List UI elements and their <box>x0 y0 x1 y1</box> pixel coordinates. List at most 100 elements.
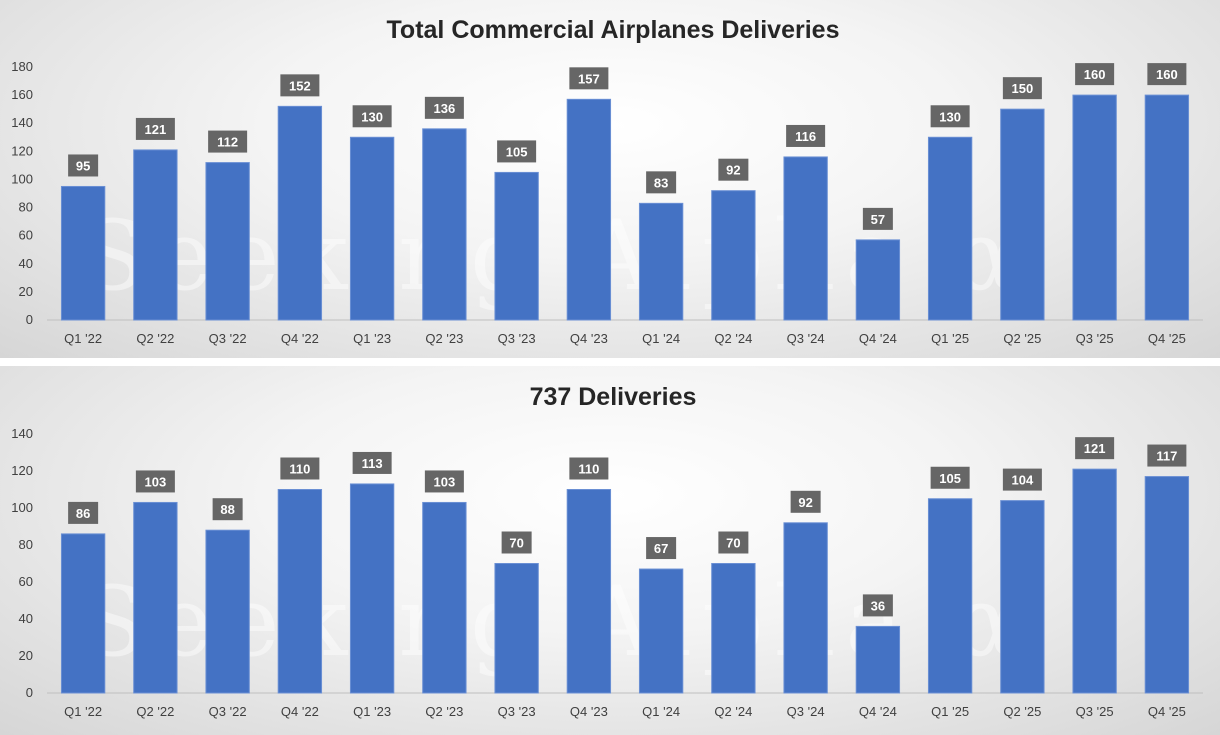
data-label: 130 <box>361 109 383 124</box>
y-tick-label: 100 <box>11 171 33 186</box>
data-label-box <box>646 537 677 560</box>
data-label: 92 <box>726 163 740 178</box>
y-tick-label: 80 <box>19 200 33 215</box>
category-label: Q2 '24 <box>714 704 752 719</box>
bar <box>711 563 756 694</box>
data-label: 157 <box>578 71 600 86</box>
y-tick-label: 180 <box>11 59 33 74</box>
data-label-box <box>208 130 248 153</box>
data-label-box <box>424 470 464 493</box>
bar <box>205 162 250 321</box>
data-label: 117 <box>1156 449 1177 464</box>
data-label: 36 <box>871 598 885 613</box>
data-label: 110 <box>578 462 599 477</box>
data-label: 105 <box>939 471 961 486</box>
bar <box>277 105 323 321</box>
y-tick-label: 60 <box>19 574 33 589</box>
y-tick-label: 140 <box>11 426 33 441</box>
data-label-box <box>569 67 609 90</box>
data-label: 113 <box>362 456 383 471</box>
data-label: 160 <box>1156 67 1178 82</box>
bar <box>783 156 828 321</box>
bar <box>855 625 901 694</box>
y-tick-label: 160 <box>11 87 33 102</box>
data-label-box <box>786 124 826 147</box>
data-label-box <box>718 158 749 181</box>
data-label-box <box>790 490 821 513</box>
category-label: Q2 '23 <box>425 331 463 346</box>
bar <box>1000 108 1045 321</box>
bar <box>927 498 973 694</box>
chart-title: Total Commercial Airplanes Deliveries <box>387 16 840 44</box>
category-label: Q2 '25 <box>1003 331 1041 346</box>
data-label: 105 <box>506 144 528 159</box>
bar <box>422 501 467 694</box>
data-label: 67 <box>654 541 668 556</box>
bar <box>60 533 106 694</box>
bar <box>711 190 756 321</box>
category-label: Q1 '24 <box>642 704 680 719</box>
data-label-box <box>135 117 175 140</box>
y-tick-label: 40 <box>19 611 33 626</box>
y-tick-label: 120 <box>11 463 33 478</box>
category-label: Q3 '23 <box>498 704 536 719</box>
data-label: 103 <box>145 474 167 489</box>
bar <box>277 489 323 694</box>
category-label: Q1 '22 <box>64 704 102 719</box>
data-label: 70 <box>726 536 740 551</box>
data-label-box <box>68 501 99 524</box>
category-label: Q3 '22 <box>209 331 247 346</box>
category-label: Q3 '23 <box>498 331 536 346</box>
data-label-box <box>1002 468 1042 491</box>
total-deliveries-chart-panel: Seeking Alpha α Total Commercial Airplan… <box>0 0 1220 358</box>
bar <box>349 136 395 321</box>
bar <box>494 171 539 321</box>
y-tick-label: 20 <box>19 284 33 299</box>
data-label: 112 <box>217 135 238 150</box>
data-label-box <box>718 531 749 554</box>
data-label: 95 <box>76 158 90 173</box>
y-tick-label: 20 <box>19 648 33 663</box>
data-label-box <box>497 140 537 163</box>
category-label: Q1 '25 <box>931 331 969 346</box>
data-label-box <box>1075 437 1115 460</box>
data-label-box <box>862 207 893 230</box>
category-label: Q4 '24 <box>859 331 897 346</box>
data-label-box <box>68 154 99 177</box>
data-label: 57 <box>871 212 885 227</box>
data-label-box <box>1147 63 1187 86</box>
y-tick-label: 100 <box>11 500 33 515</box>
bar <box>349 483 395 694</box>
category-label: Q4 '22 <box>281 704 319 719</box>
data-label-box <box>424 96 464 119</box>
category-label: Q3 '24 <box>787 331 825 346</box>
data-label-box <box>930 466 970 489</box>
category-label: Q4 '22 <box>281 331 319 346</box>
data-label-box <box>280 74 320 97</box>
bar <box>1144 476 1190 694</box>
data-label: 92 <box>798 495 812 510</box>
bar <box>133 149 178 321</box>
data-label: 88 <box>220 502 234 517</box>
bar <box>422 128 467 321</box>
y-tick-label: 0 <box>26 685 33 700</box>
data-label: 121 <box>145 122 167 137</box>
category-label: Q1 '23 <box>353 704 391 719</box>
data-label-box <box>1002 77 1042 100</box>
total-deliveries-chart: Total Commercial Airplanes Deliveries 0 20… <box>11 16 1203 346</box>
chart-title: 737 Deliveries <box>530 383 697 411</box>
bar <box>566 489 612 694</box>
category-label: Q3 '25 <box>1076 704 1114 719</box>
bar <box>494 563 539 694</box>
data-label: 86 <box>76 506 90 521</box>
bar <box>1144 94 1190 321</box>
data-label: 152 <box>289 78 311 93</box>
bar <box>205 529 250 694</box>
737-deliveries-chart-panel: Seeking Alpha α 737 Deliveries 0 20 40 60 80 1… <box>0 366 1220 735</box>
category-label: Q3 '24 <box>787 704 825 719</box>
category-label: Q2 '23 <box>425 704 463 719</box>
category-label: Q2 '22 <box>136 331 174 346</box>
data-label-box <box>352 105 392 128</box>
category-label: Q4 '23 <box>570 704 608 719</box>
category-label: Q1 '24 <box>642 331 680 346</box>
